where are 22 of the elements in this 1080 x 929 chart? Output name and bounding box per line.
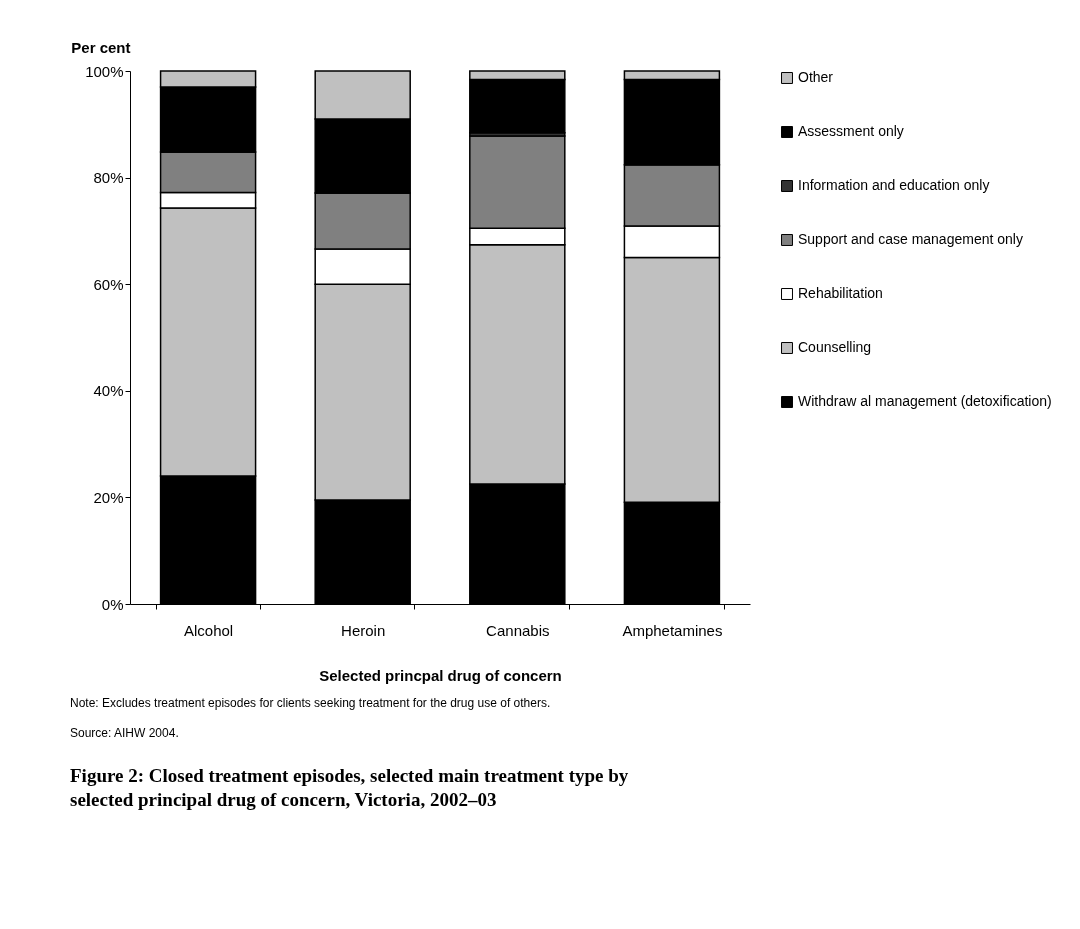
legend-label: Support and case management only [798, 231, 1023, 247]
y-tick-label: 80% [93, 169, 124, 187]
legend-label: Information and education only [798, 177, 990, 193]
legend-label: Withdraw al management (detoxification) [798, 393, 1052, 409]
y-tick-label: 100% [85, 62, 124, 80]
source-note: Source: AIHW 2004. [70, 726, 179, 740]
x-tick-label: Alcohol [183, 621, 234, 639]
x-axis-title: Selected princpal drug of concern [319, 666, 562, 684]
legend-label: Other [798, 69, 834, 85]
x-tick-label: Heroin [341, 621, 386, 639]
y-tick-label: 0% [101, 595, 124, 613]
y-tick-label: 60% [93, 275, 124, 293]
text: Note: Excludes treatment episodes for clients seeking treatment for the drug use of others. [70, 696, 551, 710]
x-tick-label: Amphetamines [622, 621, 723, 639]
legend-label: Rehabilitation [798, 285, 883, 301]
x-tick-label: Cannabis [486, 621, 550, 639]
legend-label: Assessment only [798, 123, 904, 139]
text: Figure 2: Closed treatment episodes, selected main treatment type by selected principal drug of concern, Victoria, 2002–03 [70, 765, 629, 810]
y-tick-label: 40% [93, 382, 124, 400]
y-axis-title: Per cent [71, 38, 131, 56]
y-tick-label: 20% [93, 488, 124, 506]
legend-label: Counselling [798, 339, 872, 355]
